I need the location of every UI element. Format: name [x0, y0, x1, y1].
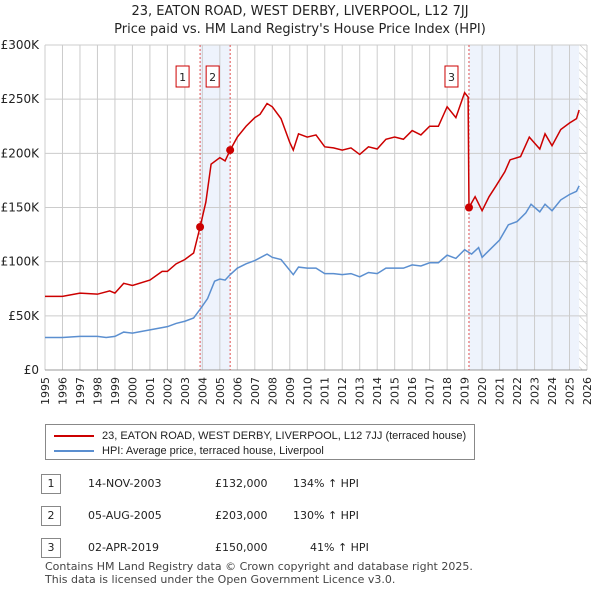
table-row: 2 05-AUG-2005 £203,000 130% ↑ HPI [0, 506, 600, 528]
chart-title: 23, EATON ROAD, WEST DERBY, LIVERPOOL, L… [131, 4, 469, 19]
legend-label: HPI: Average price, terraced house, Live… [102, 444, 324, 457]
sale-date: 05-AUG-2005 [88, 509, 162, 522]
legend-label: 23, EATON ROAD, WEST DERBY, LIVERPOOL, L… [102, 429, 467, 442]
x-tick-label: 2023 [529, 377, 542, 405]
sale-point [226, 146, 235, 155]
x-tick-label: 2013 [354, 377, 367, 405]
footer: Contains HM Land Registry data © Crown c… [45, 560, 473, 586]
sale-label: 1 [179, 71, 186, 84]
sale-label-box [175, 65, 190, 88]
hpi-change: 134% ↑ HPI [293, 477, 359, 490]
x-tick-label: 2024 [546, 377, 559, 405]
y-tick-label: £50K [8, 309, 40, 323]
sale-price: £132,000 [215, 477, 268, 490]
x-tick-label: 2015 [389, 377, 402, 405]
table-row: 3 02-APR-2019 £150,000 41% ↑ HPI [0, 538, 600, 560]
x-tick-label: 2021 [494, 377, 507, 405]
y-tick-label: £0 [24, 363, 39, 377]
x-tick-label: 2010 [301, 377, 314, 405]
x-tick-label: 2026 [581, 377, 594, 405]
sale-point [196, 223, 205, 231]
y-tick-label: £100K [1, 255, 41, 269]
x-tick-label: 1997 [74, 377, 87, 405]
sale-label-box [444, 65, 459, 88]
table-row: 1 14-NOV-2003 £132,000 134% ↑ HPI [0, 474, 600, 496]
red-line-swatch [54, 434, 94, 437]
x-tick-label: 2003 [179, 377, 192, 405]
sale-date: 02-APR-2019 [88, 541, 160, 554]
x-tick-label: 2025 [564, 377, 577, 405]
series-line [45, 91, 580, 298]
y-tick-label: £150K [1, 201, 41, 215]
sale-number-badge: 1 [41, 474, 61, 494]
x-tick-label: 2011 [319, 377, 332, 405]
sale-label: 3 [448, 71, 455, 84]
sale-price: £203,000 [215, 509, 268, 522]
x-tick-label: 2001 [144, 377, 157, 405]
x-tick-label: 2006 [231, 377, 244, 405]
sale-label-box [205, 65, 220, 88]
sale-point [464, 203, 473, 212]
sale-number-badge: 3 [41, 538, 61, 558]
x-tick-label: 2000 [126, 377, 139, 405]
chart-subtitle: Price paid vs. HM Land Registry's House … [114, 22, 486, 37]
x-tick-label: 2012 [336, 377, 349, 405]
x-tick-label: 2005 [214, 377, 227, 405]
y-tick-label: £250K [1, 92, 41, 106]
x-tick-label: 2016 [406, 377, 419, 405]
x-tick-label: 2017 [424, 377, 437, 405]
legend-item-hpi: HPI: Average price, terraced house, Live… [54, 443, 466, 458]
x-tick-label: 1998 [91, 377, 104, 405]
legend: 23, EATON ROAD, WEST DERBY, LIVERPOOL, L… [45, 424, 476, 460]
x-tick-label: 2007 [249, 377, 262, 405]
x-tick-label: 2008 [266, 377, 279, 405]
x-tick-label: 2004 [196, 377, 209, 405]
legend-item-property: 23, EATON ROAD, WEST DERBY, LIVERPOOL, L… [54, 428, 466, 443]
x-tick-label: 1995 [39, 377, 52, 405]
sale-number-badge: 2 [41, 506, 61, 526]
price-chart: 1995 1996 1997 1998 1999 2000 2001 2002 2003 2004… [1, 38, 594, 405]
hpi-change: 130% ↑ HPI [293, 509, 359, 522]
x-tick-label: 2002 [161, 377, 174, 405]
licence-line: This data is licensed under the Open Gov… [45, 573, 396, 586]
sale-date: 14-NOV-2003 [88, 477, 162, 490]
y-tick-label: £200K [1, 146, 41, 160]
x-tick-label: 2022 [511, 377, 524, 405]
x-tick-label: 1999 [109, 377, 122, 405]
x-tick-label: 2009 [284, 377, 297, 405]
x-tick-label: 2019 [459, 377, 472, 405]
copyright-line: Contains HM Land Registry data © Crown c… [45, 560, 473, 573]
blue-line-swatch [54, 449, 94, 452]
x-tick-label: 2018 [441, 377, 454, 405]
sale-price: £150,000 [215, 541, 268, 554]
x-tick-label: 1996 [56, 377, 69, 405]
x-tick-label: 2020 [476, 377, 489, 405]
x-tick-label: 2014 [371, 377, 384, 405]
sale-label: 2 [209, 71, 216, 84]
series-line [45, 185, 580, 339]
y-tick-label: £300K [1, 38, 41, 52]
hpi-change: 41% ↑ HPI [310, 541, 369, 554]
